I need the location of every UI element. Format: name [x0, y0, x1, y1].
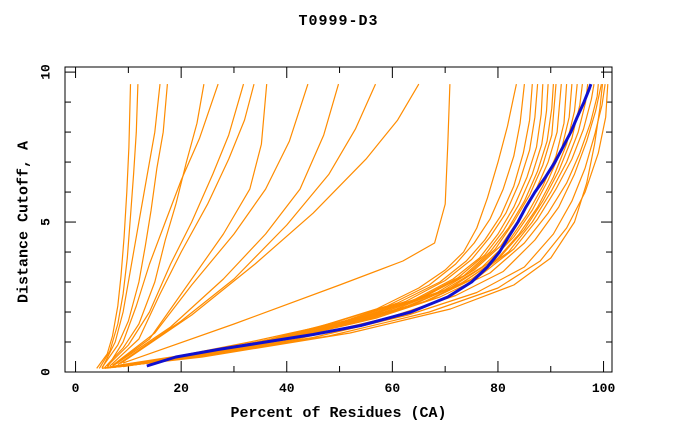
model-curve-model-04 — [101, 84, 168, 368]
x-tick-labels: 0 20 40 60 80 100 — [0, 381, 680, 397]
model-curve-model-02 — [98, 84, 139, 369]
plot-frame — [64, 66, 613, 373]
y-tick-label-5: 5 — [38, 218, 54, 226]
model-curve-model-16 — [104, 84, 525, 369]
y-tick-label-0: 0 — [38, 368, 54, 376]
model-curve-model-09 — [112, 84, 268, 367]
x-tick-label-0: 0 — [71, 381, 80, 396]
model-curve-model-34 — [128, 84, 604, 366]
model-curve-model-03 — [101, 84, 161, 369]
x-tick-label-60: 60 — [384, 381, 401, 396]
x-axis-label: Percent of Residues (CA) — [230, 405, 447, 422]
model-curve-model-07 — [106, 83, 245, 367]
x-tick-label-40: 40 — [278, 381, 295, 396]
x-tick-label-20: 20 — [173, 381, 189, 396]
model-curve-model-32 — [125, 84, 606, 367]
x-tick-label-80: 80 — [490, 381, 506, 396]
model-curve-model-17 — [107, 84, 533, 369]
model-curve-model-13 — [120, 83, 420, 365]
model-curve-model-08 — [109, 83, 255, 367]
model-curve-model-01 — [96, 84, 132, 369]
model-curve-model-05 — [104, 83, 205, 368]
model-curve-model-06 — [106, 83, 219, 368]
highlight-curve-best-model — [146, 83, 593, 368]
model-curve-model-10 — [112, 83, 309, 366]
model-curve-model-33 — [128, 84, 609, 366]
chart-title: T0999-D3 — [298, 13, 379, 30]
model-curve-model-12 — [117, 83, 377, 365]
model-curve-model-22 — [112, 84, 557, 369]
y-tick-label-10: 10 — [38, 64, 54, 80]
x-tick-label-100: 100 — [591, 381, 616, 396]
model-curve-model-11 — [114, 83, 340, 365]
model-curve-model-31 — [125, 83, 602, 367]
model-curve-model-14 — [122, 84, 451, 364]
